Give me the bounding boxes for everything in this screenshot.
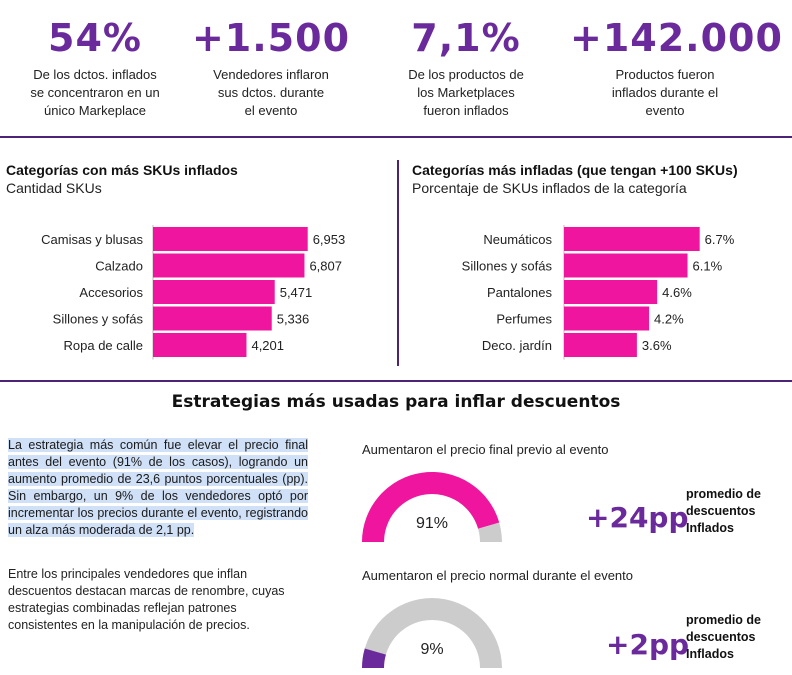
bar <box>153 227 308 251</box>
kpi-desc-line: fueron inflados <box>423 103 509 118</box>
bar-value-label: 6.7% <box>705 232 735 247</box>
bar-value-label: 6,807 <box>309 259 342 274</box>
kpi-desc-line: único Markeplace <box>44 103 146 118</box>
stat-desc-line: promedio de <box>686 487 762 501</box>
right-chart-subtitle: Porcentaje de SKUs inflados de la catego… <box>412 180 687 196</box>
bar <box>153 280 275 304</box>
kpi-description: Vendedores inflaron sus dctos. durante e… <box>176 66 366 120</box>
bar <box>564 333 637 357</box>
gauge-fill <box>362 472 500 542</box>
bar-category-label: Ropa de calle <box>64 338 144 353</box>
kpi-desc-line: De los productos de <box>408 67 524 82</box>
section-title: Estrategias más usadas para inflar descu… <box>171 392 621 412</box>
kpi-desc-line: los Marketplaces <box>417 85 515 100</box>
bar <box>564 280 658 304</box>
bar-category-label: Deco. jardín <box>482 338 552 353</box>
kpi-desc-line: Productos fueron <box>615 67 715 82</box>
bar-value-label: 6.1% <box>693 259 723 274</box>
stat-description: promedio de descuentos Inflados <box>686 612 761 663</box>
kpi-value: 54% <box>48 16 142 60</box>
bar-category-label: Pantalones <box>487 285 553 300</box>
kpi-desc-line: Vendedores inflaron <box>213 67 329 82</box>
bar-value-label: 6,953 <box>313 232 346 247</box>
kpi-card: +1.500 Vendedores inflaron sus dctos. du… <box>176 0 366 120</box>
stat-desc-line: Inflados <box>686 521 734 535</box>
kpi-value: +142.000 <box>570 16 783 60</box>
stat-desc-line: descuentos <box>686 504 756 518</box>
bar-category-label: Camisas y blusas <box>41 232 143 247</box>
left-chart-subtitle: Cantidad SKUs <box>6 180 102 196</box>
bar-value-label: 4.6% <box>662 285 692 300</box>
right-bar-chart: Neumáticos 6.7% Sillones y sofás 6.1% Pantal… <box>462 225 735 360</box>
bar-value-label: 3.6% <box>642 338 672 353</box>
kpi-card: 54% De los dctos. inflados se concentrar… <box>0 0 190 120</box>
kpi-desc-line: De los dctos. inflados <box>33 67 157 82</box>
kpi-desc-line: inflados durante el <box>611 85 719 100</box>
bar <box>564 253 688 278</box>
highlighted-text: La estrategia más común fue elevar el pr… <box>8 438 308 537</box>
stat-value: +2pp <box>606 628 690 661</box>
divider-middle <box>0 380 792 382</box>
bar <box>153 333 247 357</box>
gauge-1-title: Aumentaron el precio final previo al eve… <box>362 442 609 457</box>
bar-value-label: 4.2% <box>654 312 684 327</box>
bar-value-label: 4,201 <box>251 338 284 353</box>
kpi-description: Productos fueron inflados durante el eve… <box>570 66 760 120</box>
divider-vertical <box>397 160 399 366</box>
bar-category-label: Sillones y sofás <box>53 312 144 327</box>
stat-desc-line: Inflados <box>686 647 734 661</box>
kpi-desc-line: sus dctos. durante <box>217 85 325 100</box>
kpi-card: 7,1% De los productos de los Marketplace… <box>371 0 561 120</box>
bar-value-label: 5,336 <box>277 312 310 327</box>
bar <box>564 227 700 251</box>
gauge-1 <box>362 472 502 542</box>
bar-category-label: Accesorios <box>79 285 143 300</box>
kpi-desc-line: el evento <box>244 103 298 118</box>
bar <box>153 253 305 278</box>
gauge-track <box>362 598 502 668</box>
bar-category-label: Neumáticos <box>483 232 552 247</box>
bar-category-label: Sillones y sofás <box>462 259 553 274</box>
kpi-card: +142.000 Productos fueron inflados duran… <box>570 0 783 120</box>
left-chart-title: Categorías con más SKUs inflados <box>6 162 238 178</box>
bar-value-label: 5,471 <box>280 285 313 300</box>
kpi-desc-line: se concentraron en un <box>30 85 160 100</box>
body-paragraph: Entre los principales vendedores que inf… <box>8 567 285 632</box>
right-chart-title: Categorías más infladas (que tengan +100… <box>412 162 738 178</box>
left-bar-chart: Camisas y blusas 6,953 Calzado 6,807 Accesor… <box>41 225 346 360</box>
stat-description: promedio de descuentos Inflados <box>686 486 761 537</box>
stat-desc-line: descuentos <box>686 630 756 644</box>
kpi-desc-line: evento <box>645 103 685 118</box>
gauge-fill <box>362 648 386 668</box>
kpi-value: 7,1% <box>411 16 521 60</box>
gauge-1-label: 91% <box>415 515 449 532</box>
bar-category-label: Perfumes <box>496 312 552 327</box>
divider-top <box>0 136 792 138</box>
gauge-2-label: 9% <box>420 641 444 658</box>
kpi-description: De los dctos. inflados se concentraron e… <box>0 66 190 120</box>
bar <box>564 306 650 331</box>
kpi-row: 54% De los dctos. inflados se concentrar… <box>0 0 792 136</box>
highlighted-paragraph: La estrategia más común fue elevar el pr… <box>8 437 308 539</box>
bar <box>153 306 272 331</box>
gauge-2-title: Aumentaron el precio normal durante el e… <box>362 568 633 583</box>
stat-value: +24pp <box>586 501 689 534</box>
kpi-description: De los productos de los Marketplaces fue… <box>371 66 561 120</box>
bar-category-label: Calzado <box>95 259 143 274</box>
gauge-2 <box>362 598 502 668</box>
kpi-value: +1.500 <box>191 16 351 60</box>
stat-desc-line: promedio de <box>686 613 762 627</box>
